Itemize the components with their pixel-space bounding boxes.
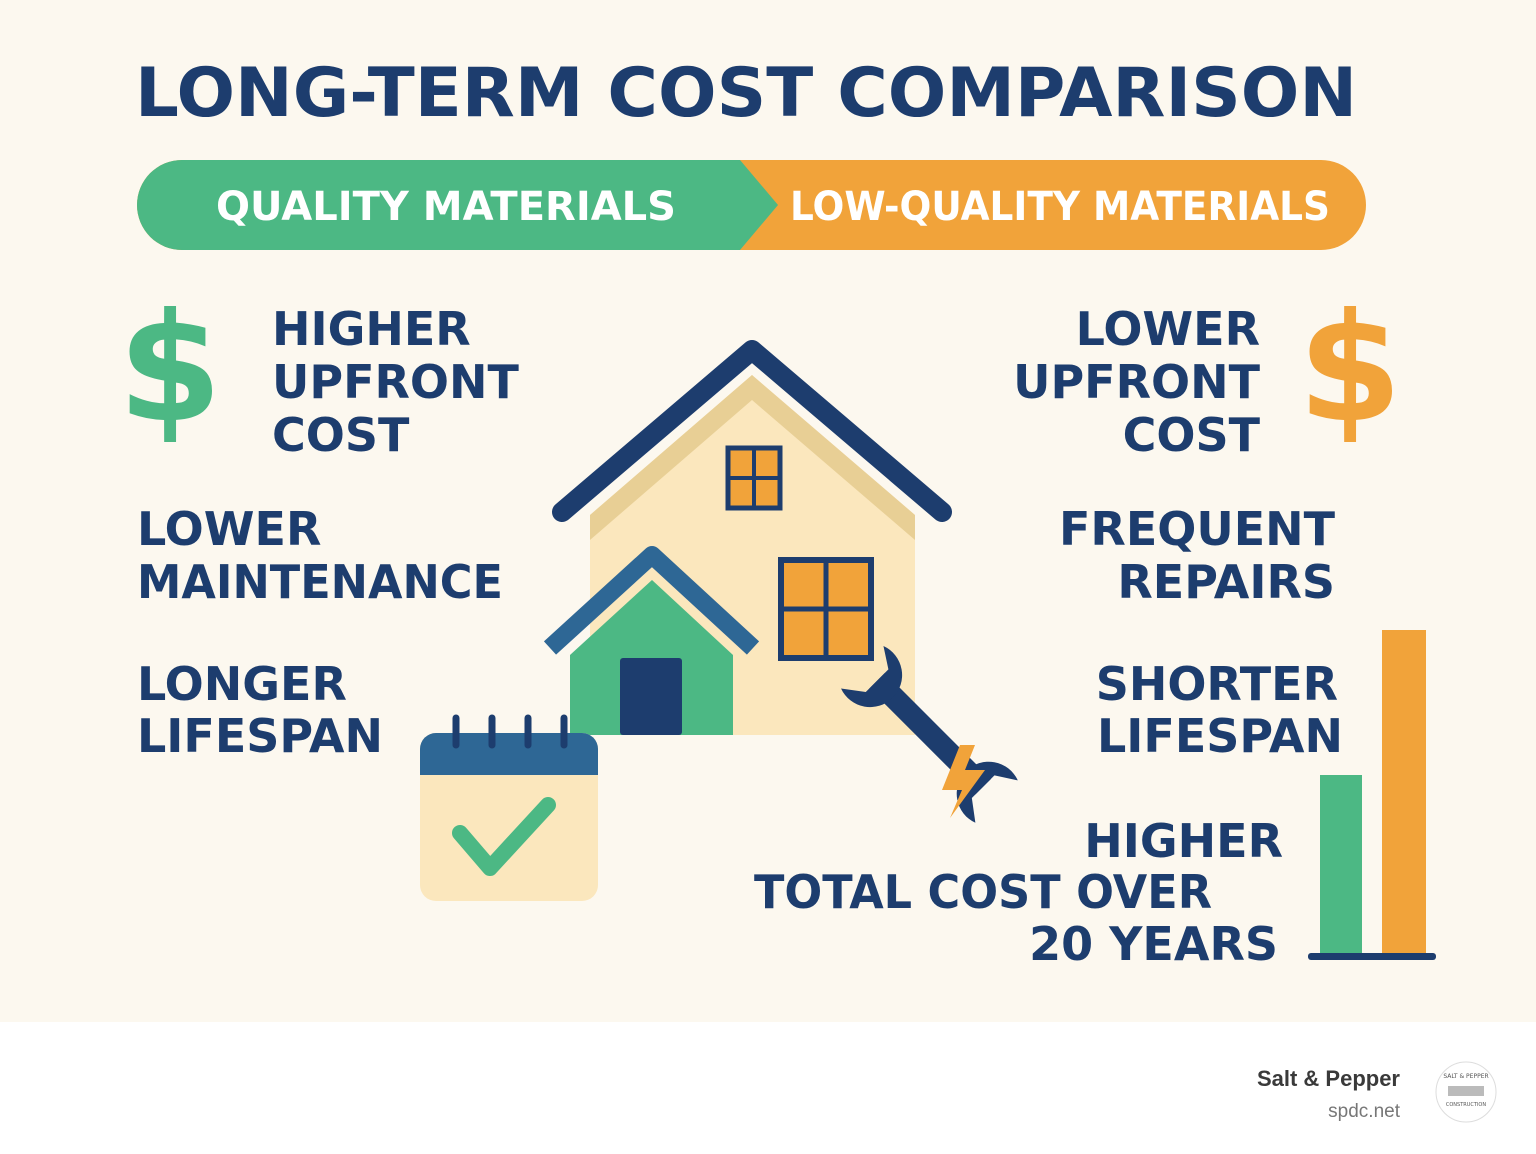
footer-brand: Salt & Pepper — [1257, 1066, 1400, 1091]
item-line: MAINTENANCE — [137, 555, 503, 609]
item-line: FREQUENT — [1059, 502, 1336, 556]
tab-right: LOW-QUALITY MATERIALS — [790, 184, 1330, 230]
tab-left-bg — [137, 160, 778, 250]
item-line: LIFESPAN — [137, 709, 383, 763]
item-line: UPFRONT — [1013, 355, 1261, 409]
item-line: LOWER — [1076, 302, 1260, 356]
tab-left: QUALITY MATERIALS — [216, 184, 676, 230]
bar-illustration — [1308, 630, 1436, 960]
logo-bottom: CONSTRUCTION — [1446, 1102, 1486, 1108]
footer-url: spdc.net — [1328, 1101, 1401, 1122]
title: LONG-TERM COST COMPARISON — [135, 54, 1357, 133]
item-line: SHORTER — [1096, 657, 1338, 711]
house-illustration — [543, 340, 952, 735]
item-line: TOTAL COST OVER — [754, 865, 1212, 919]
item-line: 20 YEARS — [1029, 917, 1278, 971]
logo-top: SALT & PEPPER — [1443, 1073, 1488, 1080]
item-line: HIGHER — [272, 302, 471, 356]
logo: SALT & PEPPER CONSTRUCTION — [1435, 1061, 1497, 1123]
item-line: LOWER — [137, 502, 321, 556]
dollar-icon: $ — [1298, 282, 1402, 456]
item-line: COST — [272, 408, 410, 462]
wrench-icon — [841, 646, 1018, 823]
dollar-icon: $ — [118, 282, 222, 456]
footer — [0, 1022, 1536, 1154]
calendar-icon — [420, 714, 598, 901]
item-line: HIGHER — [1084, 814, 1283, 868]
item-line: UPFRONT — [272, 355, 520, 409]
item-line: LIFESPAN — [1097, 709, 1343, 763]
item-line: REPAIRS — [1117, 555, 1335, 609]
item-line: COST — [1123, 408, 1261, 462]
item-line: LONGER — [137, 657, 347, 711]
